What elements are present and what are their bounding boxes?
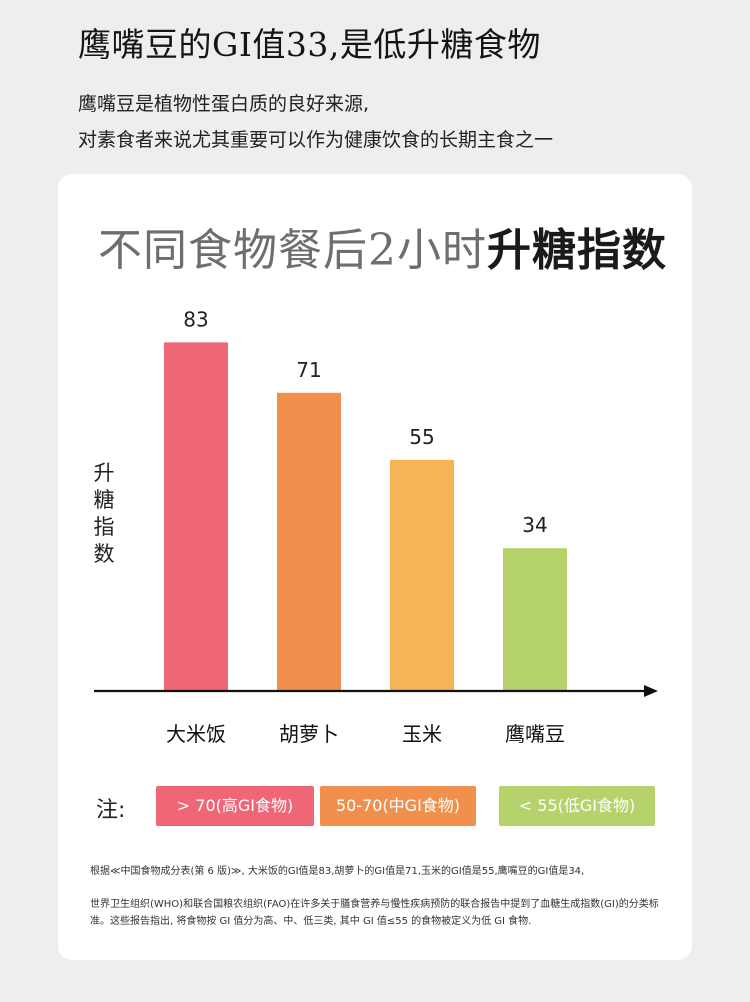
legend-badge-low-gi: < 55(低GI食物) [499,786,655,826]
y-axis-label-char: 糖 [93,488,115,512]
intro-text: 鹰嘴豆是植物性蛋白质的良好来源, 对素食者来说尤其重要可以作为健康饮食的长期主食… [78,86,553,158]
page-title: 鹰嘴豆的GI值33,是低升糖食物 [78,25,541,64]
intro-line-1: 鹰嘴豆是植物性蛋白质的良好来源, [78,93,370,115]
category-label: 鹰嘴豆 [505,722,565,746]
x-axis-arrow [644,685,658,697]
legend-title: 注: [96,798,126,823]
data-label: 55 [409,425,434,449]
chart-title-part-2: 升糖指数 [487,225,667,276]
bar [390,460,454,691]
data-label: 34 [522,513,547,537]
intro-line-2: 对素食者来说尤其重要可以作为健康饮食的长期主食之一 [78,129,554,151]
legend-badge-high-gi: > 70(高GI食物) [156,786,314,826]
legend-badge-mid-gi: 50-70(中GI食物) [320,786,476,826]
bar [503,548,567,691]
chart-card: 不同食物餐后2小时升糖指数 升 糖 指 数 83 大米饭 71 胡萝卜 55 玉米 34 鹰嘴… [58,174,692,960]
chart-title: 不同食物餐后2小时升糖指数 [98,214,667,278]
category-label: 玉米 [402,722,442,746]
bar [277,392,341,691]
bar [164,342,228,691]
y-axis-label-char: 指 [93,515,115,539]
chart-title-part-1: 不同食物餐后2小时 [98,225,487,276]
source-note: 根据≪中国食物成分表(第 6 版)≫, 大米饭的GI值是83,胡萝卜的GI值是7… [90,866,585,877]
y-axis-label: 升 糖 指 数 [92,460,116,568]
data-label: 71 [296,358,321,382]
y-axis-label-char: 数 [93,542,115,566]
data-label: 83 [183,307,208,331]
who-note: 世界卫生组织(WHO)和联合国粮农组织(FAO)在许多关于膳食营养与慢性疾病预防… [90,899,659,927]
bar-chart: 83 大米饭 71 胡萝卜 55 玉米 34 鹰嘴豆 [94,307,658,746]
category-label: 大米饭 [166,722,226,746]
category-label: 胡萝卜 [279,722,339,746]
y-axis-label-char: 升 [93,461,115,485]
legend: 注: > 70(高GI食物) 50-70(中GI食物) < 55(低GI食物) [96,786,676,826]
